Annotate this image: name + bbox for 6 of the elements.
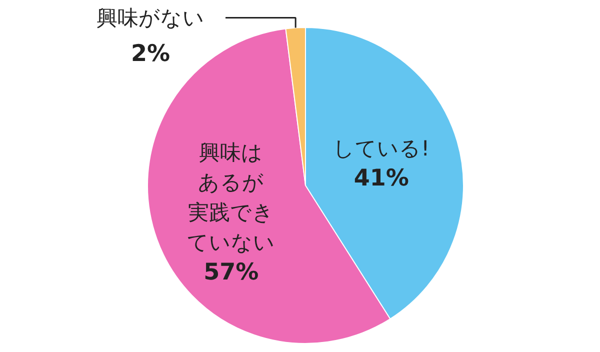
- slice-label: 興味はあるが実践できていない: [187, 140, 276, 254]
- data-label: 41%: [354, 165, 409, 192]
- slice-label: 興味がない: [96, 6, 204, 30]
- data-label: 57%: [204, 259, 259, 286]
- data-label: 2%: [130, 40, 170, 67]
- slice-label: している!: [333, 136, 430, 160]
